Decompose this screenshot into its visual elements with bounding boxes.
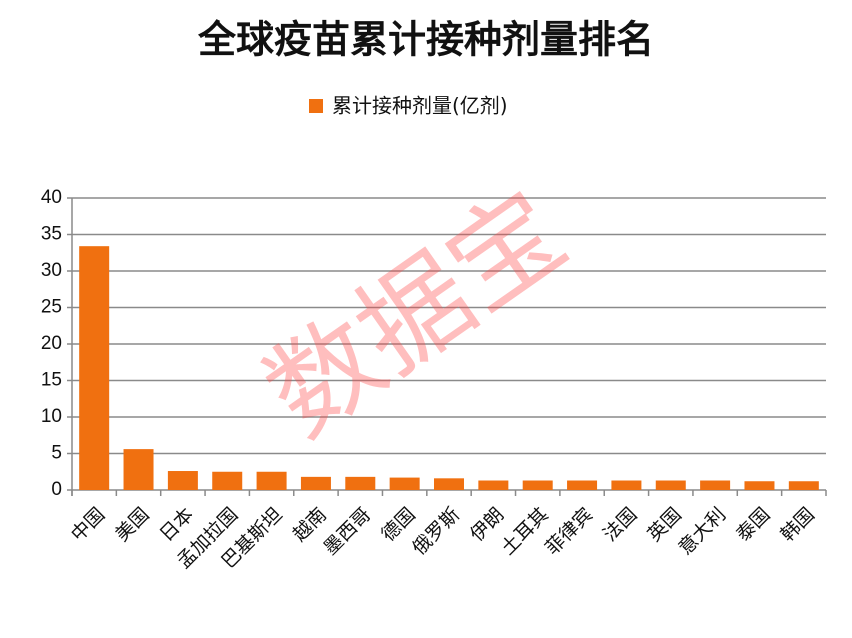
bar	[744, 481, 775, 490]
y-tick-label: 15	[41, 370, 62, 391]
y-tick-label: 20	[41, 333, 62, 354]
bar	[611, 480, 642, 490]
bar	[79, 246, 110, 490]
x-tick-label: 墨西哥	[319, 504, 375, 560]
bar	[434, 478, 464, 490]
y-tick-label: 30	[41, 260, 62, 281]
bar	[788, 481, 819, 490]
y-tick-label: 40	[41, 187, 62, 208]
x-tick-label: 菲律宾	[541, 504, 597, 560]
x-tick-label: 俄罗斯	[408, 504, 464, 560]
x-tick-label: 中国	[67, 504, 109, 546]
x-tick-label: 土耳其	[497, 504, 553, 560]
y-tick-label: 5	[51, 443, 62, 464]
legend-swatch	[309, 99, 323, 113]
y-tick-label: 35	[41, 224, 62, 245]
y-tick-label: 10	[41, 406, 62, 427]
bar	[167, 471, 198, 490]
bar	[567, 480, 598, 490]
bar	[212, 471, 243, 490]
x-tick-label: 美国	[111, 504, 153, 546]
bar	[700, 480, 731, 490]
y-tick-label: 0	[51, 479, 62, 500]
x-tick-label: 法国	[599, 504, 641, 546]
bar	[389, 477, 420, 490]
bar	[478, 480, 509, 490]
bar	[123, 449, 154, 490]
y-tick-label: 25	[41, 297, 62, 318]
x-tick-label: 意大利	[674, 504, 730, 560]
bar	[345, 476, 376, 490]
bar	[522, 480, 553, 490]
x-tick-label: 韩国	[776, 504, 818, 546]
x-tick-label: 泰国	[732, 504, 774, 546]
legend-label: 累计接种剂量(亿剂)	[332, 94, 508, 118]
chart-title: 全球疫苗累计接种剂量排名	[197, 18, 654, 62]
bar	[655, 480, 686, 490]
bar	[300, 476, 331, 490]
bar	[256, 471, 287, 490]
